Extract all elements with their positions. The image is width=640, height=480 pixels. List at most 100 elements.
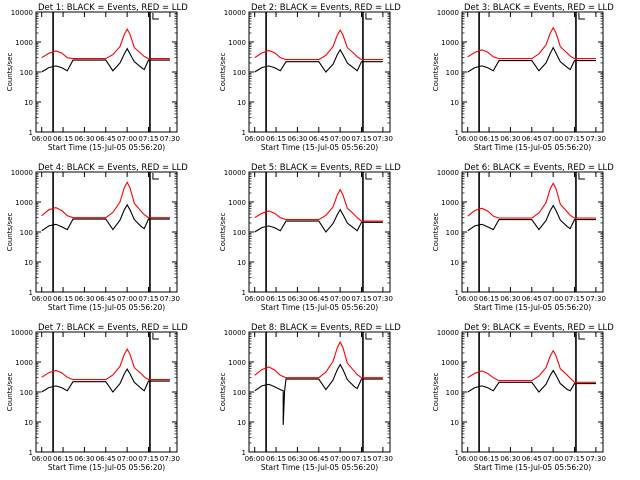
bracket-marker — [152, 13, 159, 20]
y-tick-label: 1000 — [441, 39, 459, 47]
series-line-black — [41, 368, 170, 393]
x-tick-label: 06:45 — [96, 135, 116, 143]
x-tick-label: 06:30 — [500, 295, 520, 303]
y-tick-label: 1 — [455, 289, 459, 297]
x-tick-label: 06:15 — [53, 295, 73, 303]
y-tick-label: 1000 — [228, 199, 246, 207]
x-tick-label: 06:30 — [500, 455, 520, 463]
x-tick-label: 06:15 — [53, 455, 73, 463]
y-tick-label: 10000 — [11, 329, 33, 337]
chart-panel: Det 8: BLACK = Events, RED = LLD 1 10 100 10… — [219, 323, 401, 472]
y-axis-label: Counts/sec — [6, 53, 14, 92]
y-tick-label: 1000 — [441, 199, 459, 207]
chart-panel: Det 7: BLACK = Events, RED = LLD 1 10 100 10… — [6, 323, 188, 472]
y-tick-label: 10 — [450, 419, 459, 427]
chart-title: Det 8: BLACK = Events, RED = LLD — [251, 323, 401, 333]
series-line-black — [41, 203, 170, 232]
chart-panel: Det 3: BLACK = Events, RED = LLD 1 10 100 10… — [432, 3, 614, 152]
y-tick-label: 1 — [455, 449, 459, 457]
plot-frame — [35, 171, 178, 293]
bracket-marker — [365, 173, 372, 180]
y-tick-label: 100 — [446, 69, 459, 77]
x-tick-label: 06:15 — [479, 135, 499, 143]
x-axis-label: Start Time (15-Jul-05 05:56:20) — [48, 463, 165, 472]
y-tick-label: 1000 — [228, 359, 246, 367]
y-tick-label: 10 — [24, 259, 33, 267]
plot-frame — [35, 331, 178, 453]
x-tick-label: 07:00 — [330, 295, 350, 303]
x-tick-label: 06:15 — [266, 455, 286, 463]
y-tick-label: 1 — [242, 129, 246, 137]
bracket-marker — [365, 333, 372, 340]
x-tick-label: 07:30 — [373, 135, 393, 143]
x-tick-label: 07:00 — [117, 135, 137, 143]
x-tick-label: 06:00 — [458, 295, 478, 303]
x-tick-label: 06:45 — [522, 135, 542, 143]
y-tick-label: 1 — [455, 129, 459, 137]
x-axis-label: Start Time (15-Jul-05 05:56:20) — [474, 303, 591, 312]
series-line-red — [254, 28, 383, 61]
x-tick-label: 07:15 — [138, 455, 158, 463]
series-line-red — [467, 26, 596, 60]
y-axis-label: Counts/sec — [219, 373, 227, 412]
x-tick-label: 06:00 — [458, 455, 478, 463]
x-tick-label: 06:00 — [458, 135, 478, 143]
series-line-black — [467, 369, 596, 393]
plot-frame — [461, 11, 604, 133]
y-tick-label: 10 — [450, 99, 459, 107]
x-tick-label: 06:15 — [266, 135, 286, 143]
chart-title: Det 4: BLACK = Events, RED = LLD — [38, 163, 188, 173]
x-tick-label: 07:00 — [330, 455, 350, 463]
x-tick-label: 07:15 — [564, 135, 584, 143]
y-axis-label: Counts/sec — [6, 213, 14, 252]
plot-frame — [248, 331, 391, 453]
x-axis-label: Start Time (15-Jul-05 05:56:20) — [261, 143, 378, 152]
x-tick-label: 07:30 — [373, 295, 393, 303]
x-tick-label: 06:00 — [245, 135, 265, 143]
y-tick-label: 10 — [24, 419, 33, 427]
series-line-black — [41, 47, 170, 73]
series-line-black — [254, 363, 383, 425]
x-tick-label: 06:00 — [245, 295, 265, 303]
y-tick-label: 1 — [29, 449, 33, 457]
chart-title: Det 6: BLACK = Events, RED = LLD — [464, 163, 614, 173]
y-tick-label: 10 — [237, 99, 246, 107]
x-tick-label: 07:15 — [351, 295, 371, 303]
x-tick-label: 07:15 — [564, 295, 584, 303]
x-tick-label: 06:15 — [479, 295, 499, 303]
y-tick-label: 100 — [20, 229, 33, 237]
y-tick-label: 10000 — [224, 169, 246, 177]
x-tick-label: 07:30 — [586, 295, 606, 303]
chart-title: Det 3: BLACK = Events, RED = LLD — [464, 3, 614, 13]
x-tick-label: 06:30 — [74, 455, 94, 463]
series-line-red — [41, 27, 170, 60]
y-tick-label: 100 — [233, 69, 246, 77]
x-tick-label: 06:30 — [287, 135, 307, 143]
x-tick-label: 06:00 — [245, 455, 265, 463]
series-line-black — [254, 208, 383, 233]
y-tick-label: 100 — [233, 229, 246, 237]
x-tick-label: 06:45 — [309, 295, 329, 303]
x-tick-label: 06:15 — [266, 295, 286, 303]
chart-panel: Det 1: BLACK = Events, RED = LLD 1 10 100 10… — [6, 3, 188, 152]
plot-frame — [461, 171, 604, 293]
x-axis-label: Start Time (15-Jul-05 05:56:20) — [261, 463, 378, 472]
y-tick-label: 100 — [20, 389, 33, 397]
chart-title: Det 2: BLACK = Events, RED = LLD — [251, 3, 401, 13]
series-line-black — [254, 48, 383, 73]
y-tick-label: 1 — [242, 449, 246, 457]
x-tick-label: 07:00 — [543, 135, 563, 143]
chart-title: Det 7: BLACK = Events, RED = LLD — [38, 323, 188, 333]
y-axis-label: Counts/sec — [432, 213, 440, 252]
plot-frame — [461, 331, 604, 453]
series-line-red — [254, 188, 383, 222]
y-tick-label: 1000 — [15, 199, 33, 207]
y-tick-label: 100 — [446, 389, 459, 397]
y-tick-label: 1000 — [15, 39, 33, 47]
series-line-red — [467, 182, 596, 219]
x-tick-label: 07:30 — [160, 295, 180, 303]
x-tick-label: 07:30 — [586, 455, 606, 463]
x-axis-label: Start Time (15-Jul-05 05:56:20) — [48, 303, 165, 312]
y-tick-label: 100 — [20, 69, 33, 77]
